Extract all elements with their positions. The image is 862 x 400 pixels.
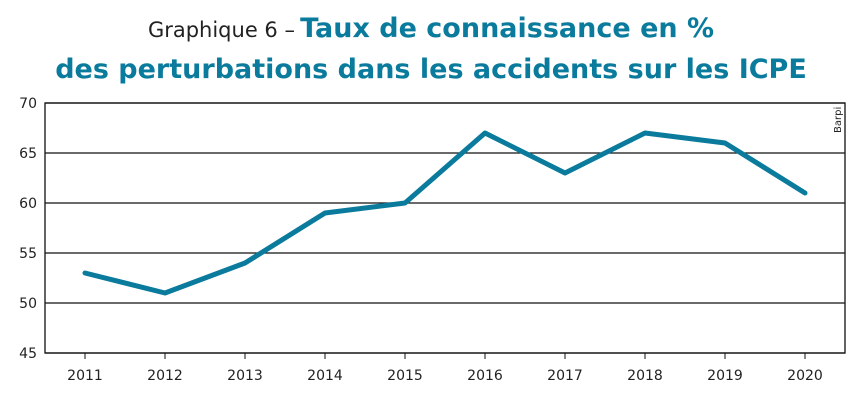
y-tick-label: 50	[19, 296, 37, 312]
x-tick-label: 2020	[787, 368, 823, 384]
y-tick-label: 45	[19, 346, 37, 362]
x-tick-label: 2012	[147, 368, 183, 384]
x-tick-label: 2013	[227, 368, 263, 384]
chart-title: Graphique 6 – Taux de connaissance en % …	[0, 10, 862, 89]
x-tick-label: 2014	[307, 368, 343, 384]
title-line1: Taux de connaissance en %	[300, 13, 715, 44]
y-tick-label: 70	[19, 96, 37, 112]
x-tick-label: 2011	[67, 368, 103, 384]
x-tick-label: 2017	[547, 368, 583, 384]
x-tick-label: 2019	[707, 368, 743, 384]
title-prefix: Graphique 6 –	[147, 18, 295, 42]
y-tick-label: 55	[19, 246, 37, 262]
x-tick-label: 2015	[387, 368, 423, 384]
x-tick-label: 2018	[627, 368, 663, 384]
x-tick-label: 2016	[467, 368, 503, 384]
title-line2: des perturbations dans les accidents sur…	[55, 54, 807, 85]
y-tick-label: 60	[19, 196, 37, 212]
source-label: Barpi	[833, 107, 844, 133]
plot-frame	[44, 102, 846, 354]
series-line	[82, 130, 808, 296]
y-tick-label: 65	[19, 146, 37, 162]
